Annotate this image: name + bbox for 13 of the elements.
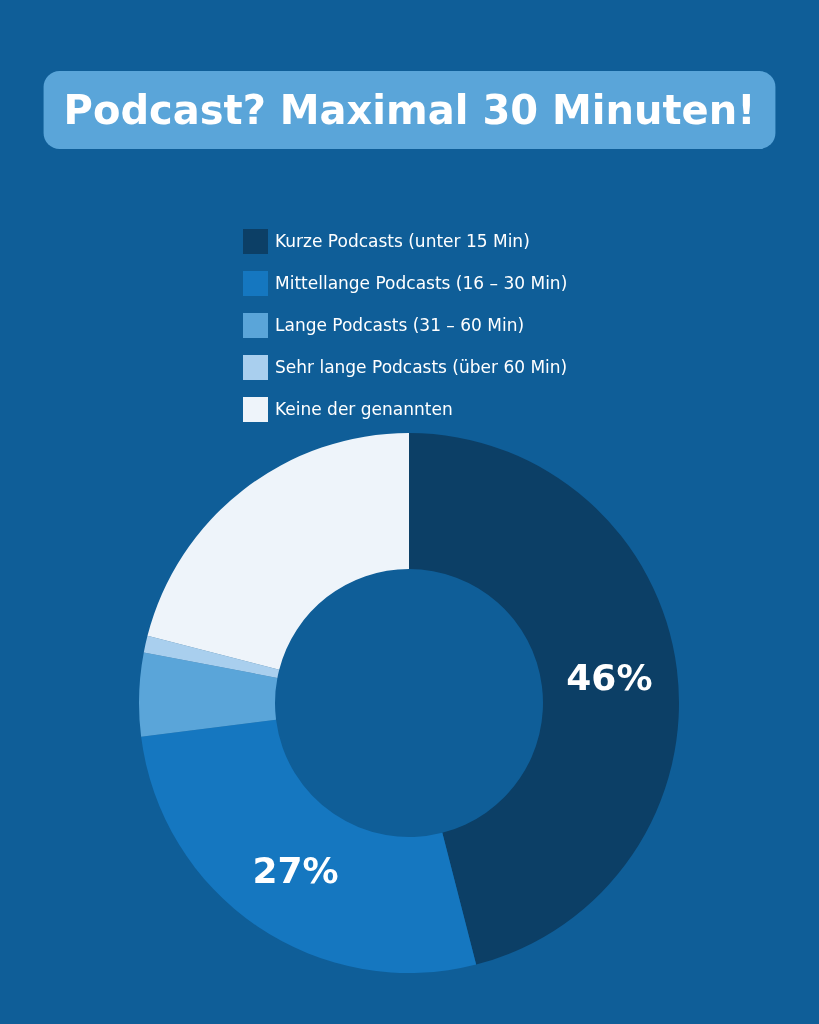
legend-label: Sehr lange Podcasts (über 60 Min) [275,357,568,377]
legend-label: Lange Podcasts (31 – 60 Min) [275,315,525,335]
donut-slice [141,719,477,973]
legend-label: Mittellange Podcasts (16 – 30 Min) [275,273,568,293]
legend-label: Keine der genannten [275,399,453,419]
data-label: 46% [566,657,653,699]
donut-slice [143,635,280,678]
legend-label: Kurze Podcasts (unter 15 Min) [275,231,530,251]
data-label: 27% [252,849,339,891]
donut-slice [139,652,278,737]
donut-slice [147,433,409,670]
donut-slice [409,433,679,965]
chart-title: Podcast? Maximal 30 Minuten! [63,87,756,133]
